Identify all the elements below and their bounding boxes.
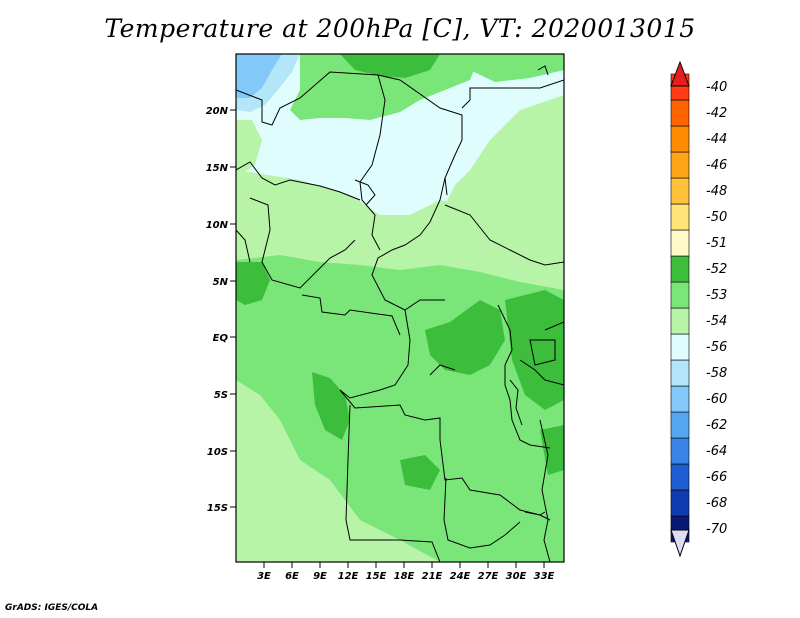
colorbar-label: -50	[706, 210, 728, 225]
border-line	[497, 304, 551, 449]
lon-label: 9E	[313, 571, 327, 582]
colorbar-label: -66	[706, 470, 728, 485]
colorbar	[670, 60, 690, 558]
colorbar-label: -62	[706, 418, 728, 433]
lon-label: 3E	[257, 571, 271, 582]
colorbar-label: -54	[706, 314, 728, 329]
colorbar-label: -68	[706, 496, 728, 511]
plot-frame	[235, 53, 565, 563]
colorbar-swatch	[670, 203, 690, 231]
border-line	[444, 204, 564, 266]
field-region-mid	[236, 170, 564, 280]
colorbar-swatch	[670, 281, 690, 309]
footer-credit: GrADS: IGES/COLA	[5, 603, 99, 613]
colorbar-swatch	[670, 307, 690, 335]
border-line	[519, 359, 564, 386]
field-region-top-core	[340, 54, 440, 78]
lat-label: 5S	[214, 390, 228, 401]
colorbar-swatch	[670, 411, 690, 439]
field-blob-south	[400, 455, 440, 490]
field-blob-coast	[312, 372, 350, 440]
border-line	[249, 197, 356, 289]
field-blob-west	[236, 262, 270, 305]
lon-axis: 3E 6E 9E 12E 15E 18E 21E 24E 27E 30E 33E	[257, 562, 555, 582]
border-line	[443, 477, 521, 549]
colorbar-swatch	[670, 177, 690, 205]
colorbar-top-arrow	[670, 60, 690, 87]
border-line	[429, 364, 456, 376]
colorbar-label: -60	[706, 392, 728, 407]
colorbar-swatch	[670, 463, 690, 491]
colorbar-bottom-arrow	[670, 529, 690, 558]
border-line	[301, 294, 401, 336]
border-line	[371, 177, 446, 311]
lon-label: 21E	[422, 571, 443, 582]
lat-label: 5N	[213, 277, 229, 288]
colorbar-label: -70	[706, 522, 728, 537]
chart-title: Temperature at 200hPa [C], VT: 202001301…	[104, 14, 696, 43]
colorbar-label: -48	[706, 184, 728, 199]
colorbar-label: -51	[706, 236, 728, 251]
lon-label: 30E	[506, 571, 527, 582]
border-line	[544, 321, 564, 331]
colorbar-label: -58	[706, 366, 728, 381]
lat-label: 20N	[206, 106, 229, 117]
colorbar-swatch	[670, 359, 690, 387]
lon-label: 6E	[285, 571, 299, 582]
colorbar-label: -53	[706, 288, 728, 303]
colorbar-label: -40	[706, 80, 728, 95]
border-line	[339, 309, 411, 399]
lon-label: 12E	[338, 571, 359, 582]
lat-label: 10S	[207, 447, 228, 458]
colorbar-label: -44	[706, 132, 728, 147]
colorbar-swatch	[670, 489, 690, 517]
colorbar-label: -56	[706, 340, 728, 355]
colorbar-label: -46	[706, 158, 728, 173]
colorbar-swatch	[670, 333, 690, 361]
colorbar-label: -52	[706, 262, 728, 277]
border-line	[539, 419, 551, 562]
lon-label: 15E	[366, 571, 387, 582]
border-line	[236, 229, 251, 263]
colorbar-swatch	[670, 255, 690, 283]
border-line	[354, 179, 376, 206]
border-line	[537, 65, 549, 76]
colorbar-swatch	[670, 125, 690, 153]
field-region-ne-strip	[470, 54, 564, 82]
colorbar-swatch	[670, 99, 690, 127]
lat-label: 15S	[207, 503, 228, 514]
lon-label: 24E	[450, 571, 471, 582]
lon-label: 27E	[478, 571, 499, 582]
colorbar-swatch	[670, 385, 690, 413]
field-blob-basin	[425, 300, 505, 375]
field-region-southwest	[236, 380, 335, 562]
lat-label: 10N	[206, 220, 229, 231]
border-line	[524, 511, 546, 516]
field-region-top-belt	[290, 54, 480, 120]
field-region-west-strip	[236, 120, 262, 175]
border-line	[236, 161, 361, 201]
lat-label: 15N	[206, 163, 229, 174]
colorbar-label: -42	[706, 106, 728, 121]
lat-label: EQ	[213, 333, 229, 344]
field-region-blue-core	[236, 54, 282, 98]
border-line	[345, 404, 441, 562]
lat-axis: 20N 15N 10N 5N EQ 5S 10S 15S	[206, 106, 236, 514]
field-blob-east	[540, 425, 564, 475]
border-line	[339, 389, 551, 521]
colorbar-swatch	[670, 151, 690, 179]
colorbar-swatch	[670, 437, 690, 465]
border-line	[509, 379, 523, 426]
lon-label: 18E	[394, 571, 415, 582]
field-blob-lakes	[505, 290, 564, 410]
colorbar-swatch	[670, 229, 690, 257]
border-line	[529, 339, 556, 366]
lon-label: 33E	[534, 571, 555, 582]
border-line	[461, 79, 564, 109]
colorbar-label: -64	[706, 444, 728, 459]
country-borders	[236, 65, 564, 562]
